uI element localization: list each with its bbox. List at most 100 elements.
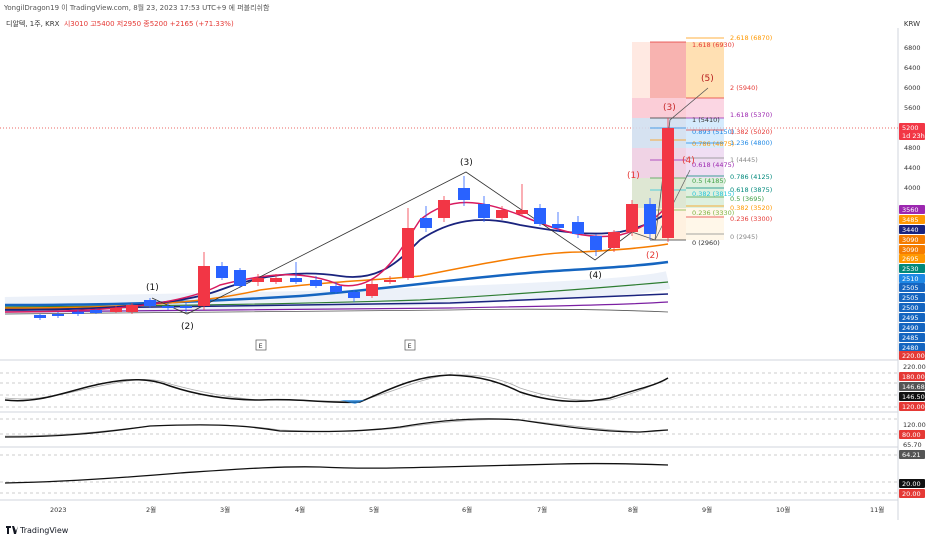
candle[interactable] [608,230,620,252]
price-tick: 6000 [904,84,921,92]
earnings-marker[interactable]: E [408,342,412,350]
oscillator-tick: 146.50 [899,392,925,401]
fib-level-label: 0.5 (3695) [730,195,764,203]
candle[interactable] [478,196,490,222]
time-tick: 2023 [50,506,67,514]
tradingview-logo[interactable]: TradingView [6,526,68,535]
svg-text:2485: 2485 [902,334,919,342]
wave-label[interactable]: (2) [646,251,659,261]
fib-extension-zone[interactable] [632,42,724,240]
candle[interactable] [438,196,450,222]
candle[interactable] [270,274,282,284]
symbol-legend[interactable]: 디알텍, 1주, KRX 시3010 고5400 저2950 종5200 +21… [6,19,234,29]
fib-level[interactable]: 0.786 (4125) [686,173,772,181]
candle[interactable] [90,309,102,314]
price-tag: 2505 [899,283,925,292]
candle[interactable] [34,314,46,320]
wave-label[interactable]: (1) [146,283,159,293]
candle[interactable] [198,252,210,310]
candlesticks[interactable] [34,118,674,320]
candle[interactable] [496,206,508,220]
candle[interactable] [126,303,138,314]
svg-text:3485: 3485 [902,216,919,224]
oscillator-pane-2[interactable] [0,418,898,438]
candle[interactable] [72,310,84,316]
wave-label[interactable]: (3) [663,103,676,113]
svg-text:120.00: 120.00 [902,403,925,411]
candle[interactable] [662,118,674,242]
candle[interactable] [534,204,546,226]
fib-level[interactable]: 0.236 (3300) [686,215,772,223]
candle[interactable] [516,184,528,216]
price-tag: 2505 [899,293,925,302]
svg-text:2500: 2500 [902,304,919,312]
candle[interactable] [348,290,360,302]
svg-text:120.00: 120.00 [903,421,926,429]
candle[interactable] [402,208,414,280]
candle[interactable] [144,298,156,308]
candle[interactable] [384,276,396,284]
candle[interactable] [290,262,302,284]
time-tick: 5월 [369,505,379,514]
candle[interactable] [252,274,264,286]
candle[interactable] [420,206,432,232]
price-tag: 3560 [899,205,925,214]
oscillator-pane-3[interactable] [0,454,898,494]
candle[interactable] [162,303,174,310]
oscillator-tick: 120.00 [899,402,925,411]
candle[interactable] [52,312,64,318]
svg-text:3560: 3560 [902,206,919,214]
price-tick: 6400 [904,64,921,72]
wave-label[interactable]: (3) [460,158,473,168]
publish-credit: YongilDragon19 이 TradingView.com, 8월 23,… [4,4,270,12]
candle[interactable] [366,280,378,298]
svg-text:180.00: 180.00 [902,373,925,381]
fib-level[interactable]: 1 (4445) [686,156,758,164]
time-tick: 10월 [776,505,790,514]
candle[interactable] [330,282,342,294]
price-tag: 2495 [899,313,925,322]
fib-level-label: 1.236 (4800) [730,139,772,147]
fib-level[interactable]: 1.236 (4800) [686,139,772,147]
svg-text:2530: 2530 [902,265,919,273]
fib-level[interactable]: 0.382 (3520) [686,204,772,212]
time-axis[interactable]: 2023 2월 3월 4월 5월 6월 7월 8월 9월 10월 11월 [50,505,884,514]
candle[interactable] [552,212,564,232]
candle[interactable] [590,234,602,256]
fib-level[interactable]: 0.5 (3695) [686,195,764,203]
price-tag: 2695 [899,254,925,263]
svg-text:220.00: 220.00 [903,363,926,371]
price-tick: 6800 [904,44,921,52]
fib-level[interactable]: 2 (5940) [686,84,758,99]
candle[interactable] [572,216,584,238]
svg-text:2510: 2510 [902,275,919,283]
fib-level[interactable]: 0 (2945) [686,233,758,241]
wave-label[interactable]: (4) [589,271,602,281]
price-tag: 220.00 [899,351,925,360]
symbol-name[interactable]: 디알텍, 1주, KRX [6,20,60,28]
candle[interactable] [180,302,192,312]
wave-label[interactable]: (2) [181,322,194,332]
candle[interactable] [234,268,246,288]
wave-label[interactable]: (4) [682,156,695,166]
earnings-marker[interactable]: E [259,342,263,350]
svg-text:20.00: 20.00 [902,480,921,488]
wave-label[interactable]: (5) [701,74,714,84]
fib-level[interactable]: 1.618 (6930) [650,41,734,49]
svg-text:2505: 2505 [902,294,919,302]
candle[interactable] [216,262,228,280]
fib-level-label: 0.382 (3815) [692,190,734,198]
candle[interactable] [458,176,470,206]
oscillator-pane-1[interactable] [0,372,898,408]
candle[interactable] [310,276,322,288]
candle[interactable] [644,198,656,240]
fib-level[interactable]: 1.618 (5370) [686,111,772,119]
candle[interactable] [110,306,122,313]
candle[interactable] [626,200,638,236]
wave-label[interactable]: (1) [627,171,640,181]
fib-level[interactable]: 0.618 (3875) [686,186,772,194]
earnings-markers[interactable]: E E [255,339,416,351]
fib-level[interactable]: 2.618 (6870) [686,34,772,42]
fib-level[interactable]: 1.382 (5020) [686,128,772,136]
